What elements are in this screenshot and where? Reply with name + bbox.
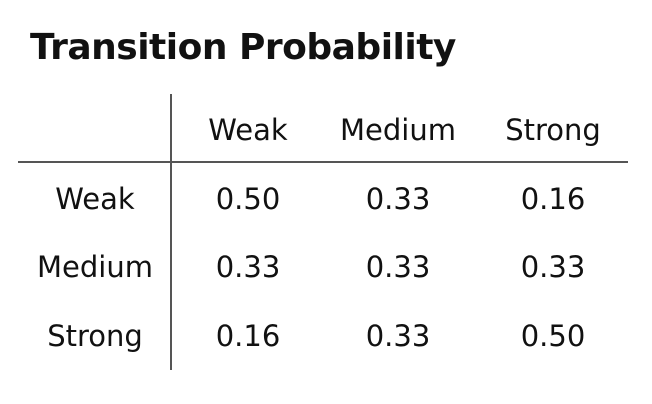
column-header-strong: Strong <box>505 113 601 147</box>
table-cell: 0.33 <box>365 319 431 353</box>
table-cell: 0.33 <box>215 250 281 284</box>
table-cell: 0.16 <box>520 182 586 216</box>
table-cell: 0.16 <box>215 319 281 353</box>
table-cell: 0.33 <box>365 250 431 284</box>
page-title: Transition Probability <box>30 27 456 68</box>
column-header-medium: Medium <box>340 113 456 147</box>
table-cell: 0.50 <box>520 319 586 353</box>
table-cell: 0.33 <box>365 182 431 216</box>
vertical-divider <box>170 94 172 370</box>
table-cell: 0.50 <box>215 182 281 216</box>
row-label-weak: Weak <box>55 182 135 216</box>
row-label-medium: Medium <box>37 250 153 284</box>
table-cell: 0.33 <box>520 250 586 284</box>
horizontal-divider <box>18 161 628 163</box>
column-header-weak: Weak <box>208 113 288 147</box>
row-label-strong: Strong <box>47 319 143 353</box>
